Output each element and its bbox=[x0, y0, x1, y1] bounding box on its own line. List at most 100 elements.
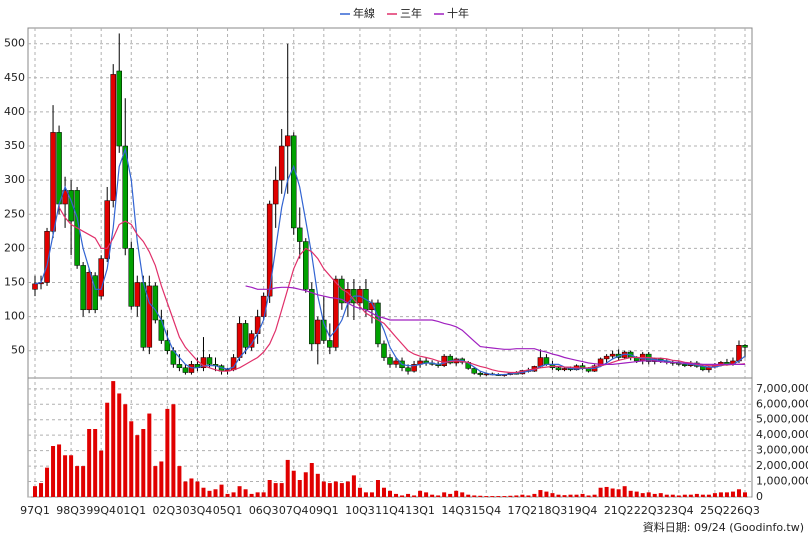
volume-bar bbox=[225, 493, 230, 497]
candle-body bbox=[278, 145, 285, 181]
candle-body bbox=[609, 353, 616, 357]
candle-body bbox=[483, 373, 490, 376]
volume-bar bbox=[291, 470, 296, 497]
candle-body bbox=[543, 357, 550, 365]
volume-bar bbox=[153, 466, 158, 497]
volume-bar bbox=[105, 402, 110, 497]
volume-bar bbox=[448, 493, 453, 497]
x-tick-label: 18Q3 bbox=[538, 504, 568, 517]
volume-bar bbox=[171, 404, 176, 497]
legend-label: 三年 bbox=[400, 6, 422, 20]
candle-body bbox=[110, 74, 116, 201]
volume-bar bbox=[743, 492, 747, 497]
volume-bar bbox=[442, 492, 447, 497]
candle-body bbox=[272, 179, 279, 205]
candle-body bbox=[290, 135, 297, 229]
y2-tick-label: 6,000,000 bbox=[756, 397, 808, 410]
volume-bar bbox=[309, 463, 314, 497]
volume-bar bbox=[45, 467, 50, 497]
volume-bar bbox=[712, 493, 717, 497]
volume-bar bbox=[69, 455, 74, 497]
candle-body bbox=[742, 345, 748, 348]
volume-bar bbox=[381, 487, 386, 497]
volume-bar bbox=[682, 494, 687, 497]
y-tick-label: 300 bbox=[4, 173, 25, 186]
candle-body bbox=[447, 355, 453, 364]
volume-bar bbox=[604, 486, 609, 497]
candle-body bbox=[98, 258, 104, 297]
volume-bar bbox=[556, 494, 561, 497]
ma-line bbox=[245, 285, 745, 365]
volume-bar bbox=[39, 483, 44, 497]
candle-body bbox=[68, 190, 74, 222]
volume-bar bbox=[99, 450, 104, 497]
volume-bar bbox=[664, 494, 669, 497]
candle-body bbox=[176, 364, 183, 369]
volume-bar bbox=[159, 461, 164, 497]
candle-body bbox=[381, 343, 387, 358]
volume-bar bbox=[424, 492, 429, 497]
volume-bar bbox=[207, 490, 212, 497]
volume-bar bbox=[730, 491, 735, 497]
x-tick-label: 26Q3 bbox=[730, 504, 760, 517]
volume-bar bbox=[646, 492, 651, 497]
volume-bar bbox=[652, 493, 657, 497]
y-tick-label: 250 bbox=[4, 207, 25, 220]
y-tick-label: 50 bbox=[11, 344, 25, 357]
y-tick-label: 400 bbox=[4, 105, 25, 118]
candle-body bbox=[736, 345, 742, 362]
volume-bar bbox=[676, 495, 681, 497]
volume-bar bbox=[400, 495, 405, 497]
volume-bar bbox=[388, 490, 392, 497]
volume-bar bbox=[502, 496, 507, 497]
volume-bar bbox=[394, 493, 399, 497]
volume-bar bbox=[460, 492, 465, 497]
y2-tick-label: 5,000,000 bbox=[756, 413, 808, 426]
volume-bar bbox=[273, 483, 278, 497]
volume-bar bbox=[189, 478, 194, 497]
volume-bar bbox=[658, 493, 663, 497]
y2-tick-label: 7,000,000 bbox=[756, 382, 808, 395]
x-tick-label: 13Q1 bbox=[405, 504, 435, 517]
candle-body bbox=[242, 323, 249, 348]
volume-bar bbox=[93, 429, 98, 497]
candle-body bbox=[104, 200, 110, 259]
volume-bar bbox=[544, 491, 549, 497]
volume-bar bbox=[688, 494, 693, 497]
volume-bar bbox=[586, 495, 591, 497]
volume-bar bbox=[243, 489, 248, 497]
x-tick-label: 14Q3 bbox=[441, 504, 471, 517]
candle-body bbox=[315, 319, 321, 345]
x-tick-label: 03Q4 bbox=[183, 504, 213, 517]
x-tick-label: 11Q4 bbox=[375, 504, 405, 517]
volume-bar bbox=[285, 459, 290, 497]
volume-bar bbox=[321, 481, 326, 497]
volume-bar bbox=[129, 421, 134, 497]
volume-bar bbox=[670, 494, 675, 497]
candle-body bbox=[152, 285, 159, 321]
volume-bar bbox=[718, 492, 723, 497]
volume-bar bbox=[520, 494, 525, 497]
y2-tick-label: 0 bbox=[756, 490, 763, 503]
candle-body bbox=[200, 357, 207, 369]
volume-bar bbox=[201, 487, 206, 497]
volume-bar bbox=[111, 381, 116, 497]
volume-bar bbox=[592, 494, 597, 497]
y2-tick-label: 3,000,000 bbox=[756, 444, 808, 457]
x-tick-label: 09Q1 bbox=[309, 504, 339, 517]
volume-bar bbox=[496, 496, 501, 497]
volume-bar bbox=[183, 481, 188, 497]
volume-bar bbox=[219, 484, 224, 497]
volume-bar bbox=[75, 466, 80, 497]
candle-body bbox=[236, 323, 243, 358]
volume-bar bbox=[580, 493, 585, 497]
volume-bar bbox=[484, 496, 489, 497]
volume-bar bbox=[249, 493, 254, 497]
volume-bar bbox=[634, 491, 639, 497]
ma-line bbox=[58, 207, 746, 374]
candle-body bbox=[555, 367, 562, 371]
ma-line bbox=[34, 147, 746, 376]
x-tick-label: 19Q4 bbox=[568, 504, 598, 517]
